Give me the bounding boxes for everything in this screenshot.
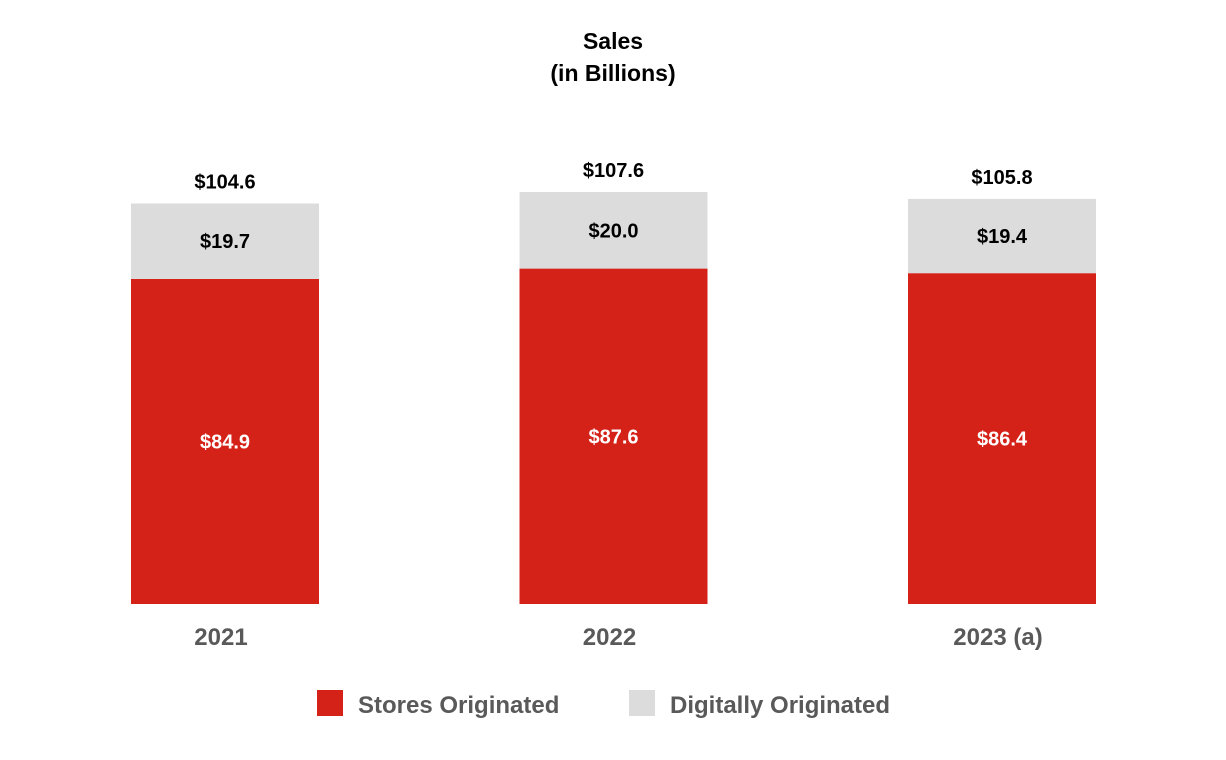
- legend-label: Digitally Originated: [670, 692, 890, 719]
- data-label-stores-originated: $84.9: [200, 431, 250, 453]
- data-label-stores-originated: $87.6: [588, 426, 638, 448]
- bar-stack: $86.4 $19.4 $105.8 2023 (a): [908, 167, 1096, 651]
- x-tick-label: 2023 (a): [953, 624, 1042, 651]
- bars-group: $84.9 $19.7 $104.6 2021 $87.6 $20.0 $107.6 2022…: [131, 160, 1096, 651]
- data-label-digitally-originated: $19.7: [200, 231, 250, 253]
- legend-label: Stores Originated: [358, 692, 559, 719]
- legend-swatch: [629, 690, 655, 716]
- bar-segment-digitally-originated: [131, 203, 319, 279]
- data-label-digitally-originated: $19.4: [977, 226, 1028, 248]
- bar-segment-digitally-originated: [908, 198, 1096, 274]
- bar-stack: $84.9 $19.7 $104.6 2021: [131, 171, 319, 651]
- data-label-digitally-originated: $20.0: [588, 220, 638, 242]
- legend-item-stores-originated: Stores Originated: [317, 690, 559, 719]
- total-label: $107.6: [583, 160, 644, 182]
- legend: Stores Originated Digitally Originated: [317, 690, 890, 719]
- bar-segment-stores-originated: [131, 278, 319, 604]
- bar-segment-digitally-originated: [519, 192, 708, 269]
- bar-segment-stores-originated: [519, 268, 708, 604]
- bar-stack: $87.6 $20.0 $107.6 2022: [519, 160, 708, 651]
- bar-segment-stores-originated: [908, 273, 1096, 604]
- chart-title: Sales: [583, 28, 643, 54]
- total-label: $105.8: [971, 167, 1032, 189]
- legend-swatch: [317, 690, 343, 716]
- data-label-stores-originated: $86.4: [977, 429, 1028, 451]
- x-tick-label: 2022: [583, 624, 636, 651]
- chart-subtitle: (in Billions): [550, 60, 675, 86]
- total-label: $104.6: [194, 171, 255, 193]
- legend-item-digitally-originated: Digitally Originated: [629, 690, 890, 719]
- x-tick-label: 2021: [194, 624, 247, 651]
